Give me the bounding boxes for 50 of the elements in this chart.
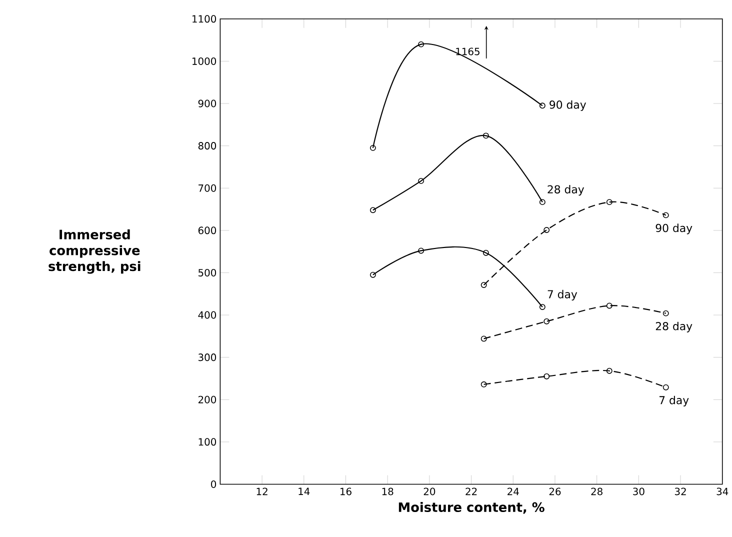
x-tick-label: 30 — [633, 488, 644, 496]
x-tick-label: 20 — [424, 488, 436, 496]
point — [418, 41, 424, 48]
y-tick-label: 600 — [198, 226, 216, 234]
point — [482, 250, 489, 256]
x-tick-label: 22 — [466, 488, 477, 496]
series-label: 28 day — [656, 322, 692, 332]
point — [544, 318, 550, 324]
series-label: 28 day — [548, 184, 584, 196]
point — [418, 178, 424, 184]
y-tick-label: 300 — [198, 354, 216, 362]
y-tick-label: 0 — [211, 480, 216, 488]
y-tick-label: 500 — [198, 268, 216, 276]
y-tick-label: 1000 — [192, 57, 216, 65]
point — [606, 368, 612, 374]
y-tick-label: 200 — [198, 396, 216, 404]
point — [480, 381, 487, 388]
point — [606, 302, 612, 309]
x-tick-label: 26 — [549, 488, 561, 496]
x-tick-label: 14 — [298, 488, 310, 495]
x-tick-label: 16 — [340, 488, 352, 496]
point — [662, 310, 669, 316]
y-tick-label: 1100 — [192, 15, 216, 23]
y-tick-label: 800 — [198, 142, 216, 150]
point — [662, 212, 669, 218]
point — [480, 336, 487, 342]
x-tick-label: 18 — [382, 488, 394, 496]
y-tick-label: 100 — [198, 438, 216, 446]
series-label: 90 day — [550, 100, 586, 111]
series-label: 7 day — [548, 290, 578, 300]
x-tick-label: 12 — [256, 488, 268, 496]
point — [480, 282, 487, 288]
y-tick-label: 700 — [198, 184, 216, 192]
x-tick-label: 28 — [591, 488, 602, 496]
point — [482, 132, 489, 139]
y-axis-title: Immersed compressive strength, psi — [48, 229, 140, 274]
x-tick-label: 24 — [508, 488, 519, 496]
x-axis-title: Moisture content, % — [398, 502, 544, 514]
annotation: 1165 — [456, 48, 480, 56]
point — [544, 373, 550, 380]
series-label: 7 day — [660, 396, 689, 406]
point — [662, 384, 669, 390]
x-tick-label: 34 — [716, 488, 728, 496]
x-tick-label: 32 — [674, 488, 686, 496]
series-label: 90 day — [656, 224, 692, 234]
y-tick-label: 400 — [198, 311, 216, 319]
point — [544, 227, 550, 233]
point — [418, 248, 424, 254]
y-tick-label: 900 — [198, 100, 216, 108]
point — [606, 199, 612, 206]
